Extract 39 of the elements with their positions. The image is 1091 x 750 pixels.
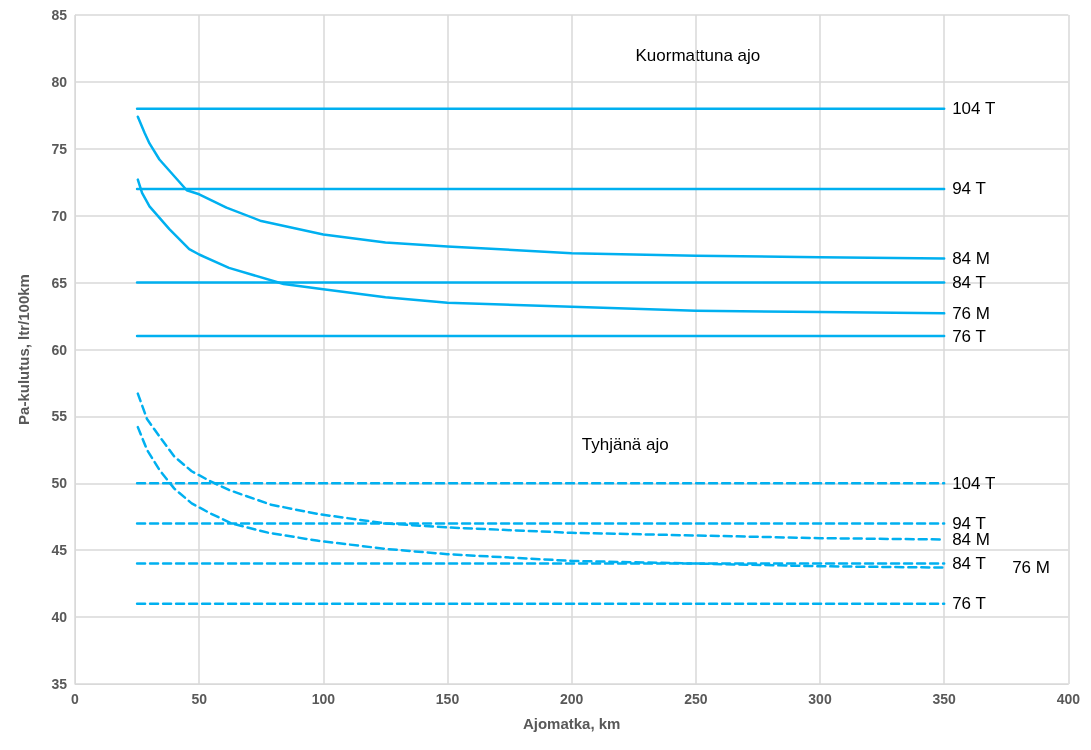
x-tick-label: 250 bbox=[684, 691, 708, 707]
y-tick-label: 55 bbox=[51, 408, 68, 425]
series-label: 84 M bbox=[952, 530, 990, 549]
y-tick-label: 85 bbox=[51, 7, 68, 23]
y-tick-label: 70 bbox=[51, 207, 68, 224]
series-label: 104 T bbox=[952, 473, 996, 493]
text: 76 M bbox=[1012, 558, 1050, 578]
y-tick-label: 45 bbox=[51, 542, 68, 559]
annotation: Tyhjänä ajo bbox=[581, 434, 669, 454]
x-tick-label: 100 bbox=[311, 691, 336, 707]
series-label: 76 T bbox=[952, 594, 986, 614]
x-tick-label: 350 bbox=[932, 691, 957, 707]
line-series bbox=[136, 178, 946, 315]
series-label: 84 M bbox=[952, 249, 990, 269]
series-label: 94 T bbox=[952, 179, 986, 199]
x-axis-title: Ajomatka, km bbox=[522, 715, 621, 732]
y-tick-label: 35 bbox=[51, 676, 68, 692]
series-label: 94 T bbox=[952, 513, 986, 533]
series-label: 76 M bbox=[952, 303, 990, 323]
line-series bbox=[136, 115, 946, 260]
y-tick-label: 60 bbox=[51, 341, 68, 358]
y-tick-label: 80 bbox=[51, 73, 68, 90]
x-tick-label: 400 bbox=[1056, 691, 1081, 707]
x-tick-label: 200 bbox=[559, 691, 584, 707]
y-axis-title: Pa-kulutus, ltr/100km bbox=[15, 274, 32, 425]
y-tick-label: 50 bbox=[51, 475, 68, 492]
series-label: 104 T bbox=[952, 99, 996, 119]
y-tick-label: 65 bbox=[51, 274, 68, 291]
x-tick-label: 0 bbox=[71, 691, 80, 707]
annotation: Kuormattuna ajo bbox=[635, 45, 761, 65]
x-tick-label: 50 bbox=[191, 691, 208, 707]
series-label: 84 T bbox=[952, 273, 986, 293]
x-tick-label: 150 bbox=[435, 691, 460, 707]
series-label: 76 T bbox=[952, 326, 986, 346]
line-series bbox=[136, 425, 946, 569]
y-tick-label: 75 bbox=[51, 140, 68, 157]
x-tick-label: 300 bbox=[808, 691, 832, 707]
series-label: 84 T bbox=[952, 554, 986, 574]
y-tick-label: 40 bbox=[51, 609, 68, 626]
